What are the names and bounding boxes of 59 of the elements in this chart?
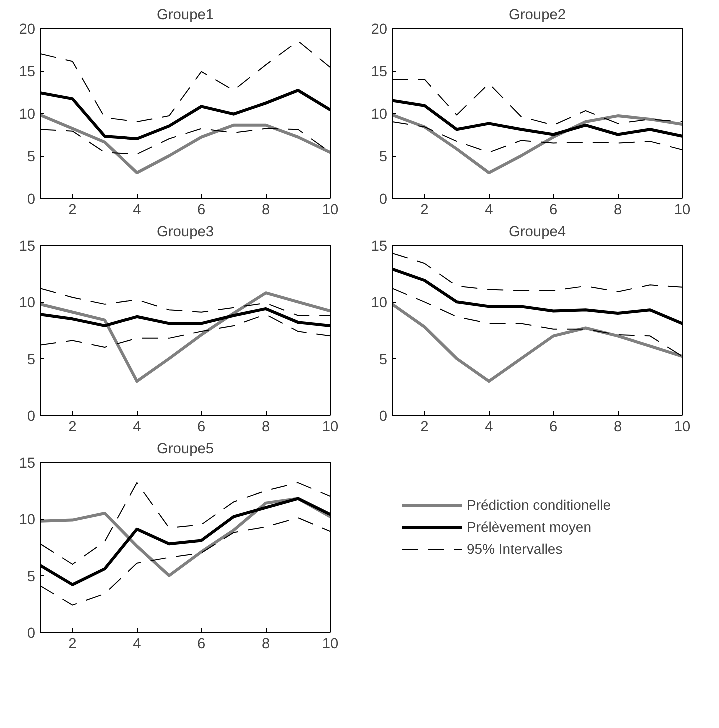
x-tick-label: 10: [322, 202, 339, 218]
y-tick-label: 15: [19, 456, 36, 472]
x-tick-label: 6: [550, 202, 558, 218]
x-tick-label: 4: [133, 202, 142, 218]
line-series: [392, 114, 682, 174]
x-tick-label: 4: [133, 420, 142, 436]
x-tick-label: 2: [68, 420, 77, 436]
y-tick-label: 5: [27, 150, 36, 166]
x-tick-label: 2: [420, 202, 429, 218]
x-tick-label: 4: [485, 420, 494, 436]
chart-title: Groupe5: [156, 442, 214, 458]
x-tick-label: 8: [262, 202, 270, 218]
x-tick-label: 8: [262, 636, 270, 652]
legend-label: 95% Intervalles: [467, 540, 563, 557]
y-tick-label: 5: [379, 150, 388, 166]
chart-title: Groupe3: [156, 224, 214, 240]
y-tick-label: 5: [379, 352, 388, 368]
x-tick-label: 8: [614, 420, 622, 436]
y-tick-label: 0: [27, 409, 36, 425]
line-series: [392, 302, 682, 383]
y-tick-label: 15: [371, 64, 388, 80]
y-tick-label: 5: [27, 352, 36, 368]
y-tick-label: 0: [27, 192, 36, 208]
x-tick-label: 8: [614, 202, 622, 218]
x-tick-label: 10: [674, 202, 691, 218]
x-tick-label: 2: [68, 202, 77, 218]
y-tick-label: 15: [371, 239, 388, 255]
x-tick-label: 4: [485, 202, 494, 218]
y-tick-label: 15: [19, 64, 36, 80]
x-tick-label: 8: [262, 420, 270, 436]
x-tick-label: 10: [322, 636, 339, 652]
y-tick-label: 10: [19, 512, 36, 529]
y-tick-label: 0: [379, 409, 388, 425]
x-tick-label: 4: [133, 636, 142, 652]
x-tick-label: 2: [68, 636, 77, 652]
x-tick-label: 10: [674, 420, 691, 436]
y-tick-label: 10: [19, 107, 36, 123]
x-tick-label: 6: [550, 420, 558, 436]
chart-title: Groupe2: [508, 8, 566, 24]
y-tick-label: 10: [371, 107, 388, 123]
y-tick-label: 5: [27, 569, 36, 586]
chart-title: Groupe1: [156, 8, 214, 24]
y-tick-label: 0: [27, 626, 36, 642]
y-tick-label: 20: [371, 22, 388, 38]
x-tick-label: 10: [322, 420, 339, 436]
x-tick-label: 6: [198, 636, 206, 652]
y-tick-label: 0: [379, 192, 388, 208]
y-tick-label: 15: [19, 239, 36, 255]
chart-title: Groupe4: [508, 224, 566, 240]
x-tick-label: 6: [198, 420, 206, 436]
x-tick-label: 6: [198, 202, 206, 218]
y-tick-label: 10: [371, 296, 388, 312]
y-tick-label: 20: [19, 22, 36, 38]
y-tick-label: 10: [19, 296, 36, 312]
x-tick-label: 2: [420, 420, 429, 436]
line-series: [40, 114, 330, 174]
line-series: [40, 292, 330, 383]
legend-label: Prélèvement moyen: [467, 518, 592, 535]
legend-label: Prédiction conditionelle: [467, 496, 611, 513]
